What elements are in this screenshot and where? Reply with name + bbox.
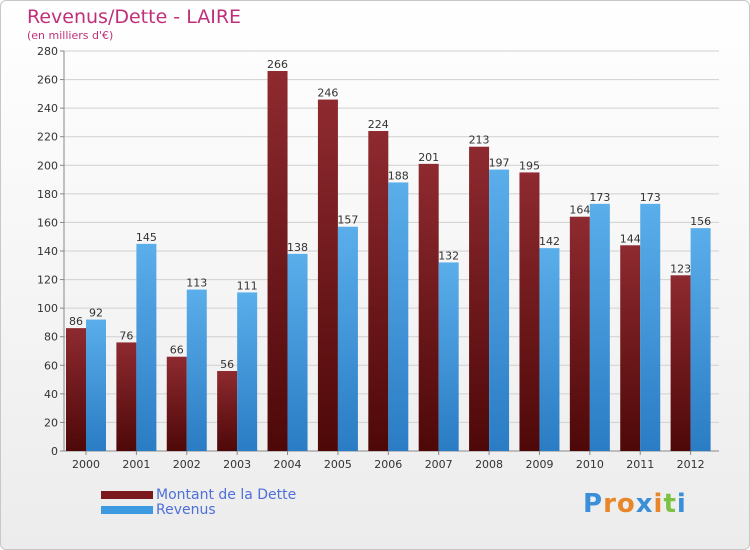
chart-title: Revenus/Dette - LAIRE: [27, 6, 242, 28]
y-tick-label: 240: [37, 102, 58, 115]
y-tick-label: 120: [37, 274, 58, 287]
y-tick-label: 100: [37, 302, 58, 315]
bar-debt: [670, 275, 691, 451]
logo-letter: r: [603, 489, 617, 519]
bar-revenue: [539, 248, 560, 451]
data-label: 195: [519, 159, 540, 172]
bar-revenue: [640, 203, 661, 451]
bar-debt: [368, 131, 389, 451]
data-label: 173: [589, 191, 610, 204]
data-label: 188: [388, 169, 409, 182]
logo-letter: o: [616, 489, 636, 519]
y-tick-label: 160: [37, 216, 58, 229]
x-tick-label: 2009: [525, 458, 553, 471]
bar-debt: [217, 371, 238, 451]
legend-label-debt: Montant de la Dette: [156, 487, 297, 503]
bar-debt: [569, 216, 590, 451]
y-tick-label: 80: [44, 331, 58, 344]
legend-swatch-debt: [101, 491, 153, 499]
x-tick-label: 2001: [122, 458, 150, 471]
bar-revenue: [337, 226, 358, 451]
y-tick-label: 20: [44, 416, 58, 429]
data-label: 111: [237, 279, 258, 292]
bar-revenue: [186, 289, 207, 451]
data-label: 123: [670, 262, 691, 275]
bar-debt: [166, 356, 187, 451]
bar-debt: [66, 328, 86, 451]
bar-debt: [469, 146, 490, 451]
data-label: 132: [438, 249, 459, 262]
legend-swatch-revenue: [101, 506, 153, 514]
logo-letter: t: [663, 489, 677, 519]
bar-debt: [317, 99, 338, 452]
x-tick-label: 2006: [374, 458, 402, 471]
data-label: 56: [220, 358, 234, 371]
data-label: 92: [89, 307, 103, 320]
x-tick-label: 2003: [223, 458, 251, 471]
data-label: 156: [690, 215, 711, 228]
data-label: 113: [186, 277, 207, 290]
data-label: 246: [317, 87, 338, 100]
y-tick-label: 60: [44, 359, 58, 372]
y-tick-label: 180: [37, 188, 58, 201]
data-label: 173: [640, 191, 661, 204]
bar-debt: [519, 172, 540, 451]
data-label: 138: [287, 241, 308, 254]
x-tick-label: 2010: [576, 458, 604, 471]
bar-debt: [267, 71, 288, 451]
proxiti-logo: Proxiti: [583, 489, 687, 519]
bar-chart: 0 20 40 60 80 100 120 140 160 180 200 220 240 260 280 8…: [37, 45, 719, 471]
y-tick-label: 140: [37, 245, 58, 258]
y-tick-label: 280: [37, 45, 58, 58]
data-label: 145: [136, 231, 157, 244]
x-tick-label: 2008: [475, 458, 503, 471]
bar-revenue: [438, 262, 459, 451]
data-label: 197: [489, 157, 510, 170]
y-tick-label: 0: [51, 445, 58, 458]
x-tick-label: 2012: [677, 458, 705, 471]
y-tick-label: 220: [37, 131, 58, 144]
data-label: 86: [69, 315, 83, 328]
x-tick-label: 2007: [425, 458, 453, 471]
data-label: 224: [368, 118, 389, 131]
data-label: 142: [539, 235, 560, 248]
y-tick-label: 200: [37, 159, 58, 172]
bar-revenue: [287, 253, 308, 451]
bar-revenue: [86, 319, 106, 451]
y-tick-label: 40: [44, 388, 58, 401]
x-tick-label: 2004: [274, 458, 302, 471]
data-label: 157: [337, 214, 358, 227]
bar-revenue: [388, 182, 409, 451]
logo-letter: x: [635, 489, 654, 519]
y-tick-label: 260: [37, 74, 58, 87]
bar-revenue: [589, 203, 610, 451]
chart-subtitle: (en milliers d'€): [27, 29, 114, 42]
logo-letter: i: [653, 489, 664, 519]
logo-letter: i: [676, 489, 687, 519]
bar-revenue: [690, 228, 711, 451]
data-label: 164: [569, 204, 590, 217]
x-tick-label: 2002: [173, 458, 201, 471]
data-label: 213: [469, 134, 490, 147]
x-tick-label: 2000: [72, 458, 100, 471]
data-label: 144: [620, 232, 641, 245]
bar-revenue: [136, 243, 157, 451]
x-tick-label: 2011: [626, 458, 654, 471]
x-tick-label: 2005: [324, 458, 352, 471]
bar-revenue: [489, 169, 510, 452]
bar-debt: [620, 245, 641, 451]
bar-revenue: [237, 292, 258, 451]
legend-label-revenue: Revenus: [156, 502, 216, 518]
bar-debt: [116, 342, 137, 451]
data-label: 201: [418, 151, 439, 164]
bar-debt: [418, 163, 439, 451]
data-label: 266: [267, 58, 288, 71]
data-label: 66: [170, 344, 184, 357]
logo-letter: P: [583, 489, 604, 519]
data-label: 76: [119, 329, 133, 342]
